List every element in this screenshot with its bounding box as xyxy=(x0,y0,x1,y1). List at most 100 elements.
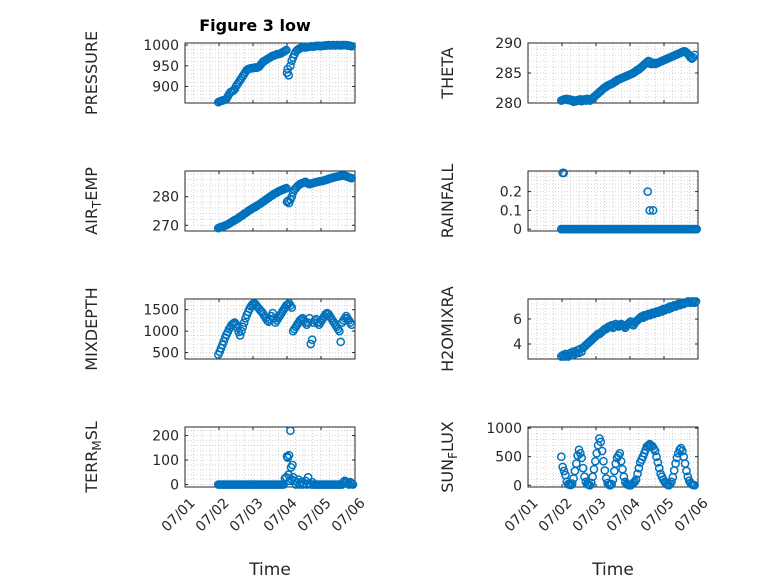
x-tick-label: 07/01 xyxy=(502,495,542,535)
y-tick-label: 1000 xyxy=(143,324,179,340)
data-point xyxy=(691,297,701,306)
data-point xyxy=(335,326,344,336)
y-tick-label: 900 xyxy=(152,79,179,95)
data-point xyxy=(578,463,588,473)
data-point xyxy=(592,448,602,458)
data-point xyxy=(347,320,356,330)
y-tick-label: 500 xyxy=(152,346,179,362)
y-tick-label: 280 xyxy=(152,190,179,206)
y-tick-label: 285 xyxy=(495,66,522,82)
data-point xyxy=(235,331,245,340)
data-point xyxy=(284,70,294,80)
data-point xyxy=(648,206,658,215)
y-axis-label: SUNFLUX xyxy=(438,421,460,493)
data-point xyxy=(618,464,627,474)
data-point xyxy=(287,303,297,312)
data-point xyxy=(678,446,687,456)
data-series xyxy=(213,298,356,360)
x-tick-label: 07/06 xyxy=(329,495,369,535)
x-tick-label: 07/01 xyxy=(159,495,199,535)
data-point xyxy=(580,472,589,482)
data-point xyxy=(682,466,691,476)
data-point xyxy=(680,459,690,468)
y-tick-label: 4 xyxy=(513,337,522,353)
data-point xyxy=(286,61,295,71)
data-point xyxy=(288,460,297,470)
data-point xyxy=(669,466,679,475)
x-tick-label: 07/06 xyxy=(672,495,712,535)
data-point xyxy=(576,448,585,458)
subplot-mixdepth: 500 1000 1500 MIXDEPTH xyxy=(82,287,356,371)
data-point xyxy=(570,466,580,476)
x-tick-label: 07/02 xyxy=(193,495,233,535)
data-series xyxy=(556,434,699,490)
subplot-theta: 280 285 290 THETA xyxy=(438,36,699,112)
data-point xyxy=(558,462,568,472)
data-point xyxy=(688,297,698,306)
y-axis-label: H2OMIXRA xyxy=(438,286,457,372)
data-point xyxy=(652,452,661,462)
figure-title: Figure 3 low xyxy=(199,16,311,35)
y-tick-label: 100 xyxy=(152,453,179,469)
y-tick-label: 0 xyxy=(513,222,522,238)
data-series xyxy=(556,297,701,361)
data-series xyxy=(556,47,699,107)
data-point xyxy=(559,466,569,476)
data-point xyxy=(238,322,248,332)
data-point xyxy=(239,318,249,327)
data-point xyxy=(607,479,616,489)
data-point xyxy=(610,466,619,476)
y-axis-label: RAINFALL xyxy=(438,164,457,239)
data-series xyxy=(213,426,358,489)
data-point xyxy=(336,337,346,347)
data-point xyxy=(650,446,660,456)
y-axis-label: MIXDEPTH xyxy=(82,287,101,370)
subplot-pressure: 900 950 1000 PRESSURE xyxy=(82,31,356,115)
data-point xyxy=(347,173,356,183)
data-point xyxy=(237,326,246,336)
data-point xyxy=(597,446,607,456)
y-tick-label: 0.2 xyxy=(500,185,522,201)
data-point xyxy=(571,459,581,468)
y-tick-label: 0 xyxy=(513,478,522,494)
data-point xyxy=(307,335,317,345)
data-point xyxy=(348,480,358,489)
data-point xyxy=(634,463,644,473)
data-point xyxy=(633,469,642,479)
y-axis-label: PRESSURE xyxy=(82,31,101,115)
x-tick-label: 07/03 xyxy=(570,495,610,535)
data-point xyxy=(615,448,625,458)
y-tick-label: 1000 xyxy=(143,38,179,54)
y-tick-label: 270 xyxy=(152,218,179,234)
data-point xyxy=(667,477,676,487)
data-point xyxy=(279,480,288,489)
data-point xyxy=(690,480,699,490)
x-axis-label: Time xyxy=(591,560,634,580)
data-point xyxy=(600,466,610,475)
subplot-air-temp: 270 280 AIRTEMP xyxy=(82,167,356,235)
y-tick-label: 500 xyxy=(495,450,522,466)
x-tick-label: 07/02 xyxy=(536,495,576,535)
data-point xyxy=(645,206,655,215)
y-tick-label: 0.1 xyxy=(500,203,522,219)
data-point xyxy=(559,168,569,178)
y-tick-label: 1500 xyxy=(143,303,179,319)
x-tick-label: 07/04 xyxy=(604,495,644,535)
y-tick-label: 1000 xyxy=(486,421,522,437)
data-point xyxy=(556,452,566,462)
data-point xyxy=(643,187,653,196)
data-point xyxy=(671,459,680,468)
data-point xyxy=(654,463,664,473)
data-point xyxy=(287,192,297,202)
y-tick-label: 6 xyxy=(513,312,522,328)
x-tick-label: 07/03 xyxy=(227,495,267,535)
data-point xyxy=(347,41,356,51)
axes-frame xyxy=(184,42,356,104)
axes-frame xyxy=(184,170,356,232)
y-tick-label: 280 xyxy=(495,96,522,112)
data-series xyxy=(213,171,356,233)
data-point xyxy=(284,450,294,460)
